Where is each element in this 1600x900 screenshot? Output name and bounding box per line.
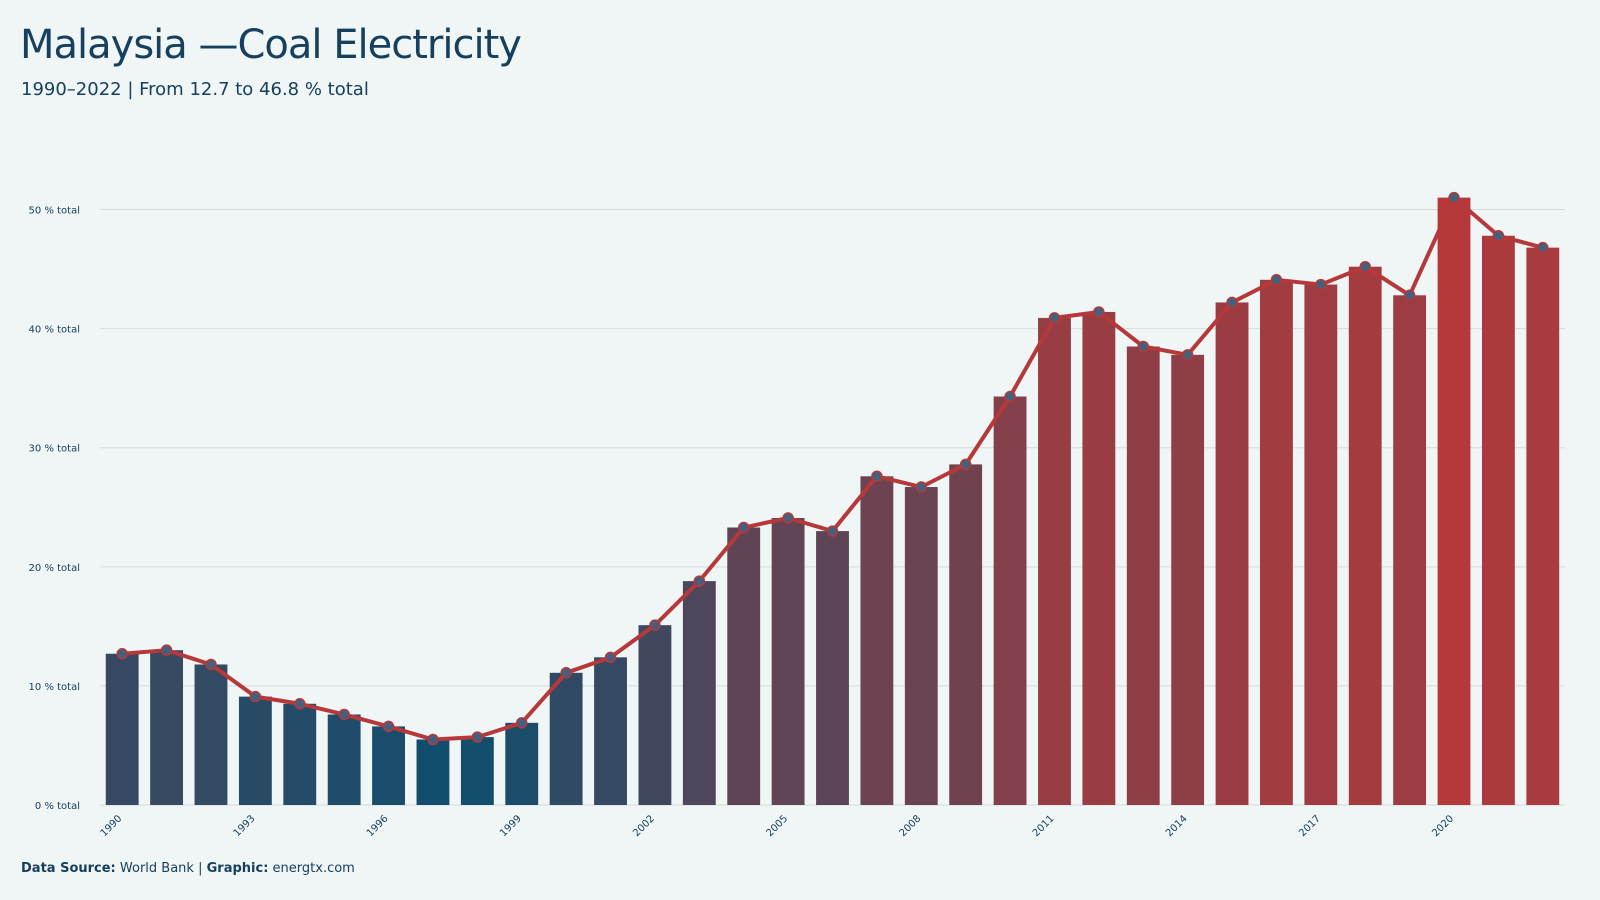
data-point [1315, 278, 1327, 291]
data-point [1181, 349, 1194, 361]
x-tick-label: 2002 [631, 813, 657, 839]
data-point [915, 481, 928, 493]
bar [949, 464, 983, 805]
bar [1038, 317, 1071, 805]
data-point [382, 720, 395, 733]
data-point [294, 698, 306, 710]
y-tick-label: 0 % total [35, 801, 80, 812]
bar [682, 581, 716, 805]
data-point [205, 658, 217, 671]
data-point [649, 619, 661, 631]
data-point [826, 525, 839, 537]
data-point [427, 733, 439, 746]
data-point [1448, 191, 1460, 204]
marker-layer [116, 191, 1549, 746]
bar [1437, 197, 1471, 806]
bar [150, 650, 184, 805]
footer-separator: | [198, 861, 203, 876]
data-point [737, 521, 750, 534]
data-point [471, 731, 484, 743]
data-point [1137, 340, 1150, 353]
y-tick-label: 10 % total [29, 682, 80, 693]
data-point [1048, 312, 1061, 324]
bar [638, 625, 672, 805]
bar [594, 657, 627, 805]
bar [1082, 311, 1116, 805]
bar [1348, 266, 1382, 805]
data-point [1537, 241, 1549, 254]
data-point [604, 651, 617, 664]
y-tick-label: 50 % total [29, 206, 80, 217]
bar [771, 517, 805, 805]
bar [993, 396, 1027, 805]
graphic-label: Graphic: [206, 861, 269, 876]
data-point [1093, 306, 1105, 318]
x-tick-label: 1993 [232, 813, 258, 839]
data-point [1359, 260, 1371, 273]
x-tick-label: 2011 [1031, 813, 1057, 839]
x-tick-label: 1990 [99, 813, 125, 839]
x-tick-label: 2014 [1164, 813, 1190, 839]
data-point [515, 717, 528, 729]
data-point [959, 458, 972, 471]
bar [1215, 302, 1249, 805]
bar [1260, 279, 1293, 805]
bar [416, 739, 450, 805]
bar [1171, 354, 1205, 805]
data-point [782, 512, 794, 524]
bar [105, 653, 139, 805]
data-point [160, 644, 173, 656]
y-tick-label: 40 % total [29, 325, 80, 336]
bar-layer [105, 197, 1560, 806]
bar [194, 664, 228, 805]
x-tick-label: 2008 [898, 813, 924, 839]
data-point [1226, 296, 1238, 309]
data-point [1004, 390, 1016, 403]
bar [860, 476, 894, 805]
bar [1304, 284, 1338, 805]
bar [460, 737, 494, 805]
bar [904, 487, 938, 805]
chart-title: Malaysia —Coal Electricity [20, 22, 522, 68]
x-tick-label: 2005 [764, 813, 790, 839]
data-point [338, 708, 350, 721]
data-point [560, 667, 572, 679]
bar [1481, 235, 1515, 805]
bar [1126, 346, 1160, 805]
data-point [116, 648, 128, 660]
graphic-value: energtx.com [272, 861, 355, 876]
data-point [1492, 229, 1505, 242]
y-tick-label: 20 % total [29, 563, 80, 574]
bar [283, 703, 317, 805]
data-point [693, 575, 706, 587]
bar [816, 531, 849, 805]
data-point [871, 470, 883, 483]
bar [327, 714, 361, 805]
x-tick-label: 2017 [1297, 813, 1323, 839]
bar [505, 722, 539, 805]
data-point [1403, 289, 1416, 302]
data-point [249, 690, 262, 703]
chart-subtitle: 1990–2022 | From 12.7 to 46.8 % total [21, 79, 369, 100]
source-value: World Bank [119, 861, 194, 876]
y-tick-label: 30 % total [29, 444, 80, 455]
x-tick-label: 1999 [498, 813, 524, 839]
footer-credits: Data Source: World Bank | Graphic: energ… [21, 861, 355, 876]
x-tick-label: 1996 [365, 813, 391, 839]
source-label: Data Source: [21, 861, 116, 876]
bar [549, 672, 583, 805]
bar [1526, 247, 1560, 805]
x-tick-label: 2020 [1430, 813, 1456, 839]
bar [1393, 295, 1427, 805]
bar [238, 696, 272, 805]
data-point [1270, 274, 1283, 286]
bar [372, 726, 405, 805]
bar [727, 527, 761, 805]
